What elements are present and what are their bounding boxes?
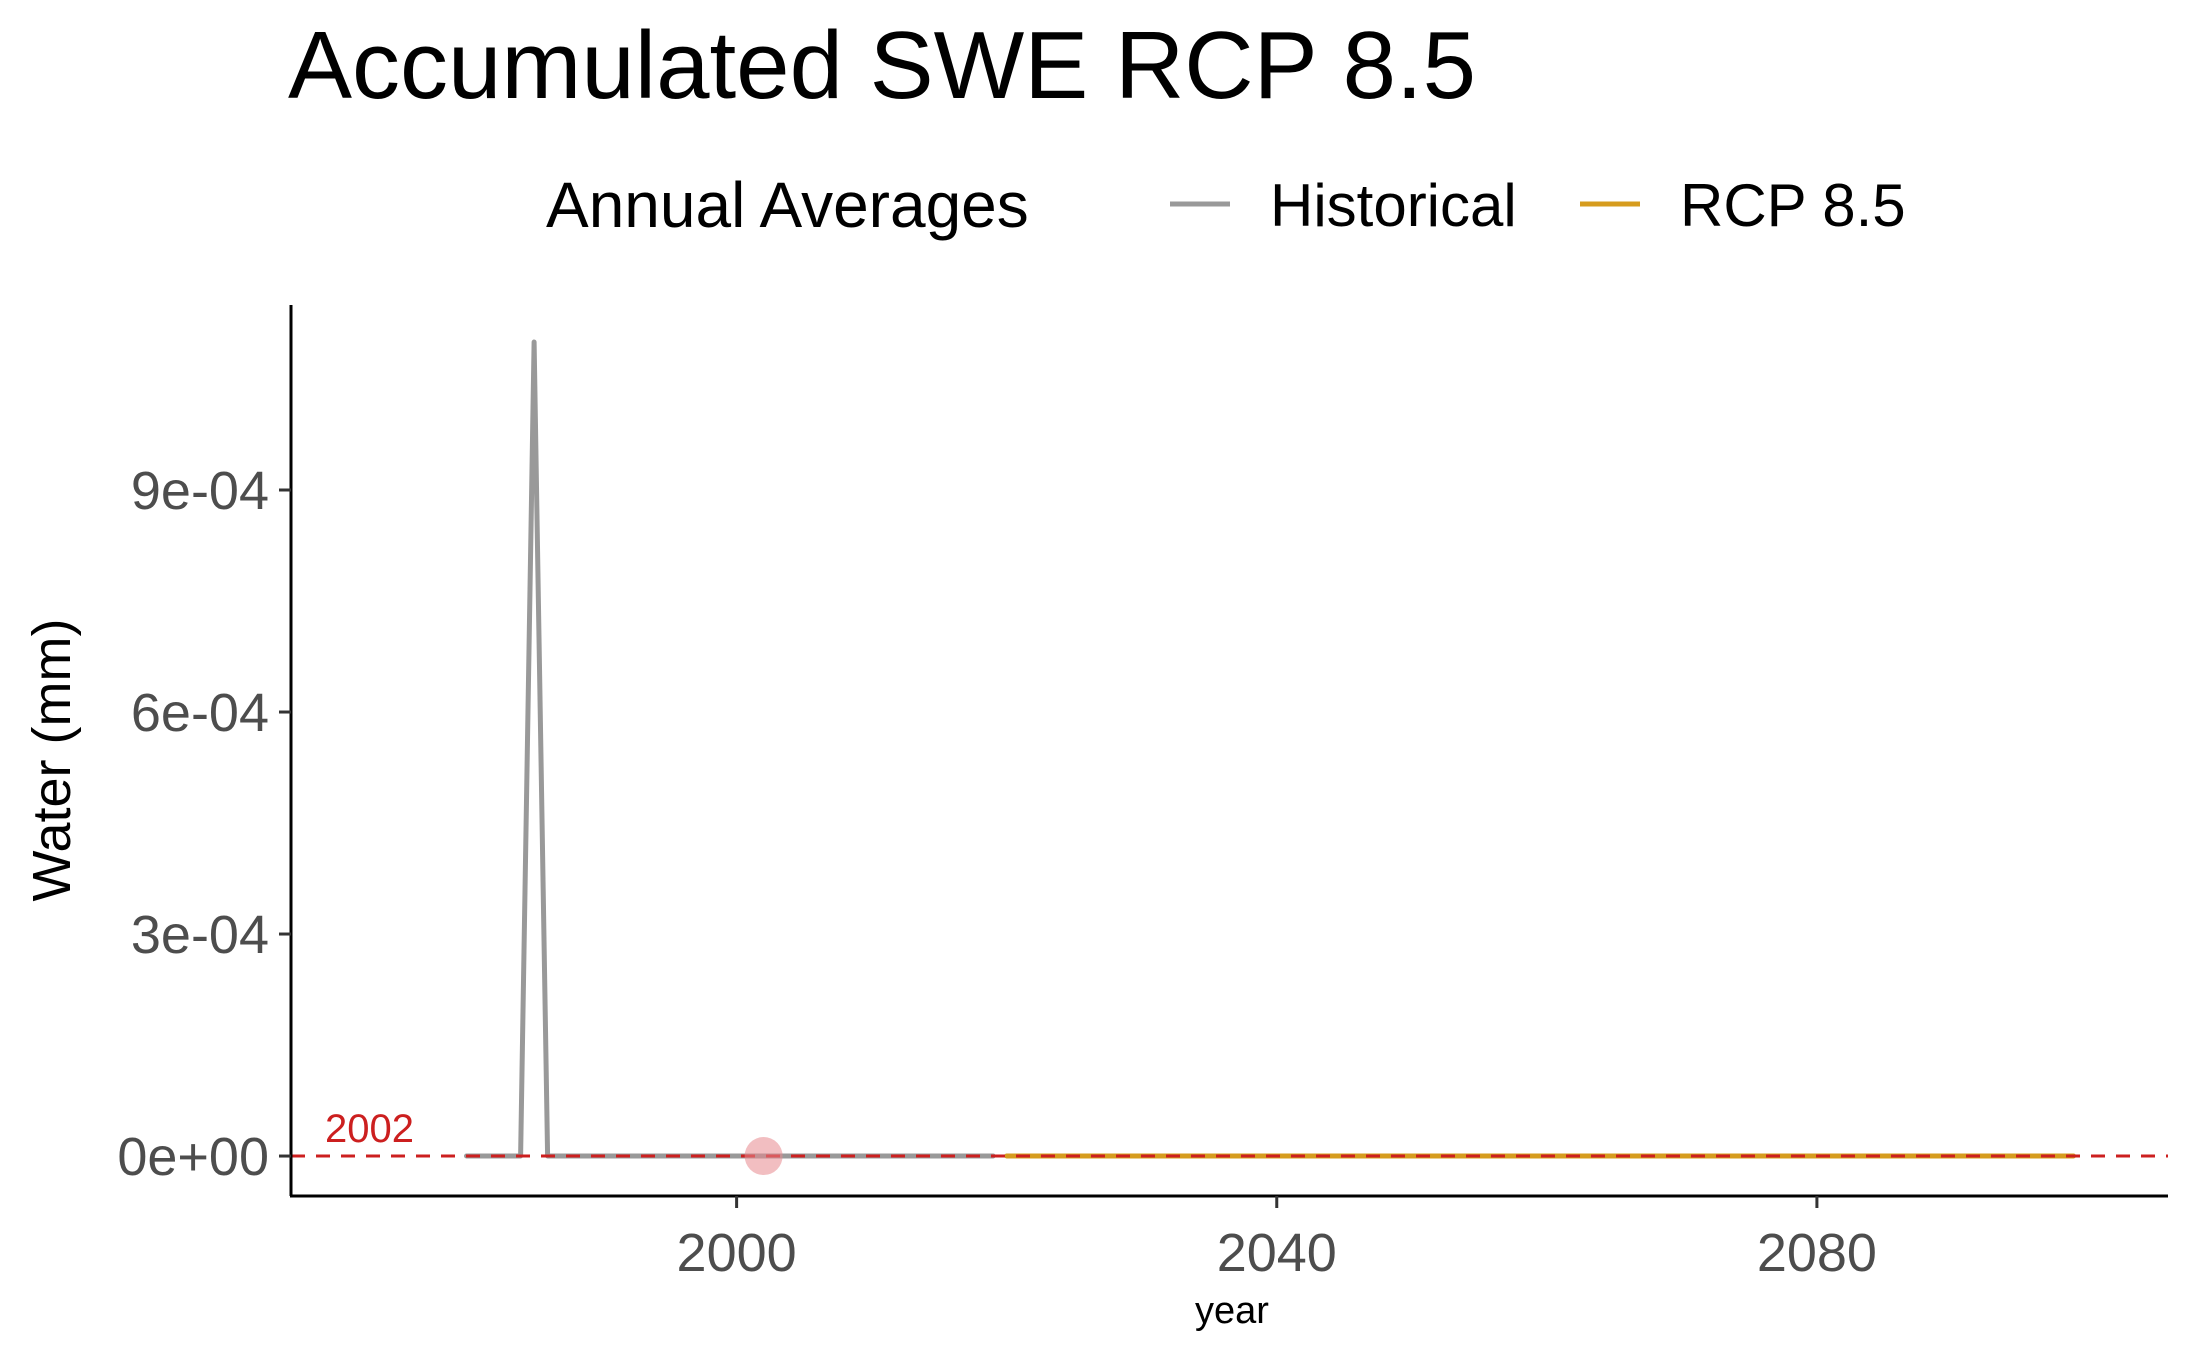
y-tick-label-3e-04: 3e-04: [131, 905, 269, 965]
y-tick-label-0e+00: 0e+00: [117, 1127, 269, 1187]
y-tick-label-9e-04: 9e-04: [131, 461, 269, 521]
legend-label-historical: Historical: [1270, 172, 1517, 239]
legend: Annual Averages Historical RCP 8.5: [546, 169, 1906, 241]
x-tick-label-2080: 2080: [1757, 1223, 1877, 1283]
y-tick-label-6e-04: 6e-04: [131, 683, 269, 743]
x-axis-title: year: [1195, 1290, 1269, 1332]
series-line-historical: [464, 339, 996, 1159]
annotation-label: 2002: [325, 1107, 414, 1151]
y-axis-title: Water (mm): [22, 619, 82, 902]
highlight-point: [744, 1137, 783, 1176]
plot-area: 2002: [291, 339, 2168, 1176]
x-tick-label-2000: 2000: [677, 1223, 797, 1283]
x-tick-label-2040: 2040: [1217, 1223, 1337, 1283]
legend-title: Annual Averages: [546, 169, 1029, 241]
legend-label-rcp85: RCP 8.5: [1680, 172, 1906, 239]
chart-title: Accumulated SWE RCP 8.5: [288, 12, 1476, 119]
